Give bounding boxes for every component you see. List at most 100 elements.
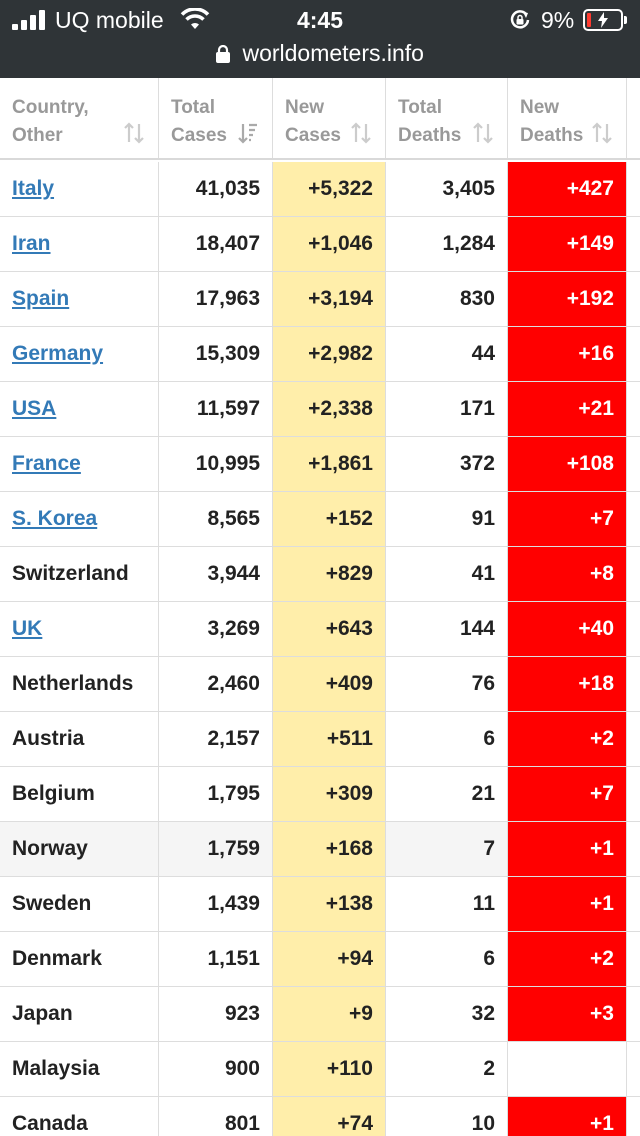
country-link[interactable]: Spain bbox=[12, 287, 70, 310]
country-cell: UK bbox=[0, 602, 159, 656]
sort-icon[interactable] bbox=[124, 122, 144, 153]
total-cases-cell: 1,795 bbox=[159, 767, 273, 821]
total-cases-cell: 8,565 bbox=[159, 492, 273, 546]
next-column-cell bbox=[627, 767, 640, 821]
country-cell: Norway bbox=[0, 822, 159, 876]
total-cases-cell: 1,151 bbox=[159, 932, 273, 986]
next-column-cell bbox=[627, 1042, 640, 1096]
address-bar[interactable]: worldometers.info bbox=[0, 40, 640, 72]
new-deaths-cell: +3 bbox=[508, 987, 627, 1041]
total-deaths-cell: 171 bbox=[386, 382, 508, 436]
country-link[interactable]: Iran bbox=[12, 232, 51, 255]
lock-icon bbox=[216, 44, 230, 63]
table-row: Austria 2,157 +511 6 +2 bbox=[0, 712, 640, 767]
new-cases-cell: +2,338 bbox=[273, 382, 386, 436]
table-row: Switzerland 3,944 +829 41 +8 bbox=[0, 547, 640, 602]
new-deaths-cell: +7 bbox=[508, 492, 627, 546]
new-cases-cell: +152 bbox=[273, 492, 386, 546]
header-total-cases[interactable]: Total Cases bbox=[159, 78, 273, 158]
next-column-cell bbox=[627, 1097, 640, 1136]
country-name: Japan bbox=[12, 1002, 73, 1025]
sort-descending-icon[interactable] bbox=[238, 122, 258, 153]
next-column-cell bbox=[627, 712, 640, 766]
table-row: Sweden 1,439 +138 11 +1 bbox=[0, 877, 640, 932]
header-new-cases[interactable]: New Cases bbox=[273, 78, 386, 158]
header-country[interactable]: Country, Other bbox=[0, 78, 159, 158]
new-deaths-cell: +1 bbox=[508, 877, 627, 931]
new-cases-cell: +2,982 bbox=[273, 327, 386, 381]
new-deaths-cell: +2 bbox=[508, 712, 627, 766]
sort-icon[interactable] bbox=[473, 122, 493, 153]
total-cases-cell: 2,157 bbox=[159, 712, 273, 766]
table-header: Country, Other Total Cases New Cases Total Deat… bbox=[0, 78, 640, 160]
country-link[interactable]: S. Korea bbox=[12, 507, 98, 530]
new-deaths-cell bbox=[508, 1042, 627, 1096]
next-column-cell bbox=[627, 547, 640, 601]
country-link[interactable]: UK bbox=[12, 617, 43, 640]
sort-icon[interactable] bbox=[592, 122, 612, 153]
header-label-line1: Total bbox=[171, 97, 215, 118]
next-column-cell bbox=[627, 272, 640, 326]
total-deaths-cell: 11 bbox=[386, 877, 508, 931]
country-cell: France bbox=[0, 437, 159, 491]
country-cell: USA bbox=[0, 382, 159, 436]
header-label-line2: Deaths bbox=[398, 125, 462, 146]
header-label-line1: New bbox=[520, 97, 560, 118]
country-cell: S. Korea bbox=[0, 492, 159, 546]
next-column-cell bbox=[627, 932, 640, 986]
table-row: S. Korea 8,565 +152 91 +7 bbox=[0, 492, 640, 547]
next-column-cell bbox=[627, 877, 640, 931]
new-cases-cell: +643 bbox=[273, 602, 386, 656]
country-link[interactable]: France bbox=[12, 452, 81, 475]
table-row: UK 3,269 +643 144 +40 bbox=[0, 602, 640, 657]
table-row: Italy 41,035 +5,322 3,405 +427 bbox=[0, 162, 640, 217]
country-cell: Germany bbox=[0, 327, 159, 381]
total-cases-cell: 3,269 bbox=[159, 602, 273, 656]
coronavirus-table: Country, Other Total Cases New Cases Total Deat… bbox=[0, 78, 640, 1136]
table-row: Iran 18,407 +1,046 1,284 +149 bbox=[0, 217, 640, 272]
header-label-line1: New bbox=[285, 97, 325, 118]
table-row: Netherlands 2,460 +409 76 +18 bbox=[0, 657, 640, 712]
total-cases-cell: 801 bbox=[159, 1097, 273, 1136]
next-column-cell bbox=[627, 987, 640, 1041]
total-cases-cell: 1,439 bbox=[159, 877, 273, 931]
country-cell: Sweden bbox=[0, 877, 159, 931]
country-cell: Canada bbox=[0, 1097, 159, 1136]
country-name: Belgium bbox=[12, 782, 95, 805]
total-deaths-cell: 44 bbox=[386, 327, 508, 381]
total-deaths-cell: 830 bbox=[386, 272, 508, 326]
total-cases-cell: 11,597 bbox=[159, 382, 273, 436]
country-name: Austria bbox=[12, 727, 85, 750]
country-link[interactable]: Germany bbox=[12, 342, 104, 365]
next-column-cell bbox=[627, 822, 640, 876]
total-deaths-cell: 7 bbox=[386, 822, 508, 876]
next-column-cell bbox=[627, 327, 640, 381]
new-cases-cell: +9 bbox=[273, 987, 386, 1041]
browser-chrome: UQ mobile 4:45 9% worldometers.info bbox=[0, 0, 640, 78]
total-deaths-cell: 1,284 bbox=[386, 217, 508, 271]
next-column-cell bbox=[627, 217, 640, 271]
total-deaths-cell: 2 bbox=[386, 1042, 508, 1096]
table-row: Malaysia 900 +110 2 bbox=[0, 1042, 640, 1097]
total-deaths-cell: 10 bbox=[386, 1097, 508, 1136]
country-name: Netherlands bbox=[12, 672, 134, 695]
new-deaths-cell: +1 bbox=[508, 1097, 627, 1136]
header-total-deaths[interactable]: Total Deaths bbox=[386, 78, 508, 158]
country-name: Canada bbox=[12, 1112, 88, 1135]
new-deaths-cell: +8 bbox=[508, 547, 627, 601]
battery-icon bbox=[583, 9, 627, 31]
next-column-cell bbox=[627, 602, 640, 656]
country-cell: Denmark bbox=[0, 932, 159, 986]
total-deaths-cell: 76 bbox=[386, 657, 508, 711]
new-deaths-cell: +108 bbox=[508, 437, 627, 491]
country-link[interactable]: Italy bbox=[12, 177, 55, 200]
sort-icon[interactable] bbox=[351, 122, 371, 153]
new-deaths-cell: +192 bbox=[508, 272, 627, 326]
total-cases-cell: 18,407 bbox=[159, 217, 273, 271]
header-label-line1: Total bbox=[398, 97, 442, 118]
country-link[interactable]: USA bbox=[12, 397, 57, 420]
header-new-deaths[interactable]: New Deaths bbox=[508, 78, 627, 158]
total-deaths-cell: 144 bbox=[386, 602, 508, 656]
country-name: Switzerland bbox=[12, 562, 129, 585]
total-deaths-cell: 91 bbox=[386, 492, 508, 546]
